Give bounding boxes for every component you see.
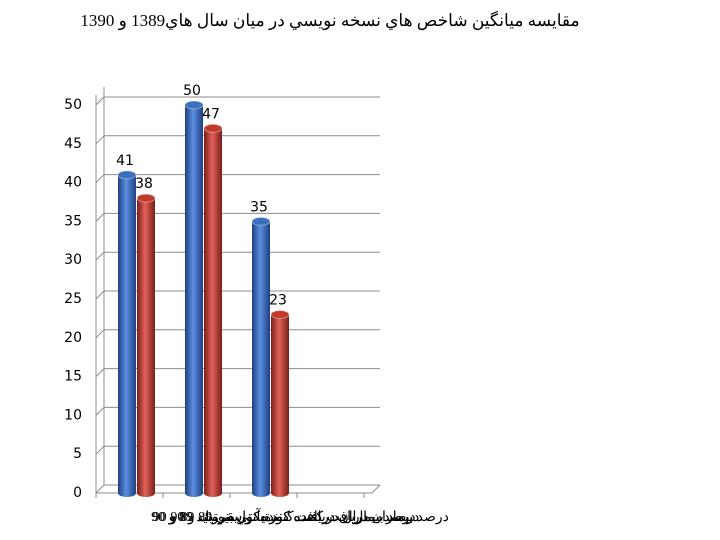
bar: [137, 198, 155, 493]
grid-edge: [95, 251, 105, 261]
bar-top: [270, 310, 290, 320]
grid-edge: [95, 290, 105, 300]
grid-edge: [95, 368, 105, 377]
value-label: 50: [183, 83, 201, 99]
grid-edge: [95, 213, 105, 222]
y-tick-label: 5: [73, 446, 82, 462]
y-tick-label: 50: [64, 97, 82, 113]
y-tick-label: 20: [64, 330, 82, 346]
grid-edge: [95, 96, 105, 106]
value-label: 23: [269, 293, 287, 309]
y-tick-label: 40: [64, 175, 82, 191]
bar: [204, 128, 222, 493]
grid-edge: [95, 445, 105, 455]
y-tick-label: 0: [73, 485, 82, 501]
bar: [118, 174, 136, 493]
value-label: 47: [202, 106, 220, 122]
bar-top: [136, 193, 156, 203]
floor-right: [371, 484, 381, 494]
bar-top: [203, 123, 223, 133]
y-tick-label: 15: [64, 369, 82, 385]
bar-top: [251, 216, 271, 226]
y-tick-label: 10: [64, 407, 82, 423]
x-tick-label: درصد بيماران دريافت كننده كورتيكواستروئي…: [151, 510, 449, 525]
bar: [185, 105, 203, 493]
x-tick-label: درصد بيماران دريافت كننده آنتي بيوتيك 89…: [153, 507, 420, 525]
y-tick-label: 25: [64, 291, 82, 307]
bar: [252, 221, 270, 493]
y-tick-label: 45: [64, 136, 82, 152]
grid-edge: [95, 407, 105, 416]
value-label: 41: [116, 153, 134, 169]
bar-top: [117, 170, 137, 180]
chart-title: مقايسه ميانگين شاخص هاي نسخه نويسي در مي…: [80, 10, 579, 31]
grid-edge: [95, 484, 105, 494]
bar: [271, 314, 289, 493]
grid-edge: [95, 174, 105, 183]
y-tick-label: 30: [64, 252, 82, 268]
grid-edge: [95, 135, 105, 145]
x-tick-label: درصد بيماران دريافت كننده تزريقي 89 و 90: [170, 510, 415, 525]
grid-edge: [95, 329, 105, 339]
y-tick-label: 35: [64, 213, 82, 229]
bar-top: [184, 100, 204, 110]
value-label: 38: [135, 176, 153, 192]
value-label: 35: [250, 199, 268, 215]
